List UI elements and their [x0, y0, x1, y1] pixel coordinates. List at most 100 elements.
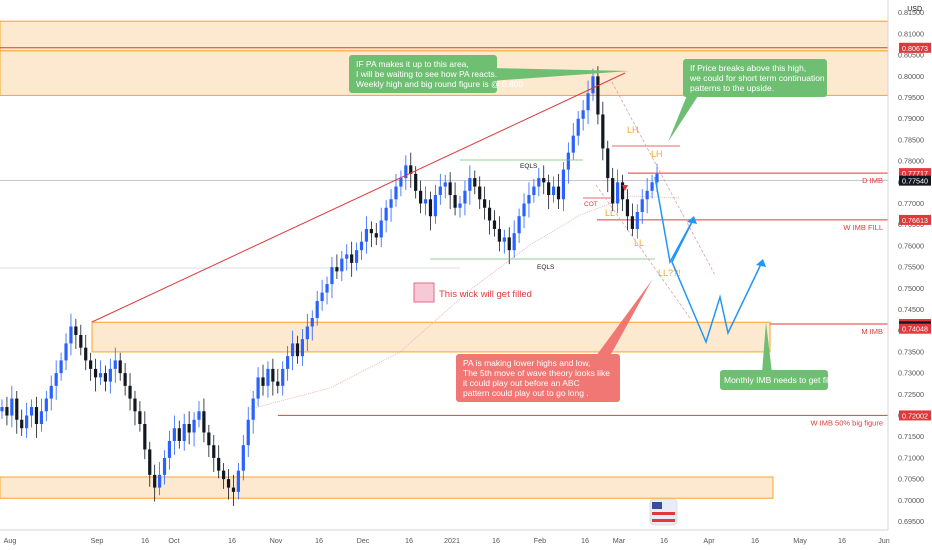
pattern-label: LL??! [658, 268, 681, 278]
candle-body [601, 114, 605, 149]
candle-body [492, 220, 497, 229]
note-line: I will be waiting to see how PA reacts. [356, 69, 498, 79]
down-arrow-icon [622, 185, 628, 191]
price-tag-label: 0.77540 [902, 177, 928, 186]
x-tick-label: Mar [613, 536, 626, 545]
note-line: Weekly high and big round figure is @ 0.… [356, 79, 524, 89]
candle-body [113, 360, 117, 369]
candle-body [251, 398, 255, 420]
y-tick-label: 0.71000 [898, 453, 924, 462]
callout-pointer [668, 88, 698, 142]
candle-body [98, 373, 103, 378]
candle-body [202, 411, 206, 433]
x-tick-label: 16 [751, 536, 759, 545]
price-tag-label: 0.72002 [902, 411, 928, 420]
time-axis-panel [0, 530, 932, 550]
candle-body [635, 212, 639, 229]
candle-body [246, 419, 250, 446]
level-label: W IMB FILL [843, 223, 883, 232]
candle-body [74, 326, 78, 335]
price-tag [899, 175, 931, 186]
note-line: The 5th move of wave theory looks like [463, 368, 610, 378]
candle-body [640, 199, 644, 212]
candle-body [502, 237, 506, 242]
candle-body [645, 190, 649, 200]
x-tick-label: 16 [405, 536, 413, 545]
note-line: we could for short term continuation [690, 73, 825, 83]
candle-body [345, 254, 349, 259]
candle-body [69, 326, 73, 344]
candle-body [517, 216, 521, 234]
candle-body [547, 182, 551, 196]
supply-demand-zone [0, 20, 889, 52]
x-tick-label: Sep [91, 536, 104, 545]
candle-body [290, 343, 295, 357]
channel-upper-line [611, 81, 716, 276]
candle-body [276, 381, 280, 386]
candle-body [522, 203, 526, 217]
x-tick-label: 16 [581, 536, 589, 545]
candle-body [655, 173, 659, 183]
candle-body [138, 411, 142, 424]
candle-body [295, 343, 300, 357]
candle-body [222, 470, 226, 480]
callout-pointer [762, 322, 772, 373]
pattern-label: LL [605, 208, 615, 218]
candle-body [591, 76, 595, 94]
channel-lower-line [595, 184, 691, 319]
pattern-label: EQLS [520, 163, 538, 170]
candle-body [473, 178, 477, 187]
candle-body [448, 182, 452, 196]
callout-pointer [596, 280, 652, 356]
candle-body [231, 487, 236, 492]
projection-arrowhead [756, 259, 766, 267]
y-tick-label: 0.73500 [898, 347, 924, 356]
candle-body [192, 419, 196, 433]
candle-body [507, 237, 511, 251]
candle-body [103, 373, 108, 382]
note-lower-highs: PA is making lower highs and low, The 5t… [456, 354, 620, 402]
x-tick-label: 2021 [444, 536, 460, 545]
candle-body [226, 479, 231, 488]
x-tick-label: Dec [357, 536, 370, 545]
candle-body [5, 407, 9, 416]
y-tick-label: 0.80500 [898, 51, 924, 60]
candle-body [241, 445, 245, 471]
candle-body [463, 190, 467, 204]
candle-body [217, 457, 221, 471]
callout-pointer [490, 68, 630, 81]
candle-body [384, 207, 388, 221]
note-line: pattern could play out to go long . [463, 388, 589, 398]
candle-body [576, 118, 580, 136]
y-tick-label: 0.75500 [898, 263, 924, 272]
y-tick-label: 0.71500 [898, 432, 924, 441]
candle-body [261, 377, 265, 386]
y-tick-label: 0.74500 [898, 305, 924, 314]
candle-body [133, 398, 137, 412]
level-label: D IMB [862, 176, 883, 185]
candle-body [340, 258, 344, 272]
candle-body [118, 360, 122, 374]
candle-body [59, 360, 63, 374]
candle-body [162, 457, 167, 475]
supply-demand-zone [0, 476, 774, 499]
candle-body [404, 165, 408, 179]
x-tick-label: Jun [878, 536, 890, 545]
candle-body [428, 199, 433, 217]
candle-body [527, 195, 531, 204]
candle-body [616, 182, 620, 204]
candle-body [34, 407, 39, 424]
candle-body [389, 199, 393, 208]
note-weekly-high: IF PA makes it up to this area, I will b… [349, 55, 524, 93]
candle-body [79, 334, 83, 348]
candle-body [153, 474, 157, 488]
price-tag [899, 42, 931, 53]
candle-body [379, 220, 383, 238]
candle-body [49, 385, 53, 399]
y-tick-label: 0.73000 [898, 369, 924, 378]
candle-body [542, 178, 546, 183]
candle-body [315, 301, 319, 318]
x-tick-label: Apr [703, 536, 715, 545]
candle-body [108, 368, 112, 382]
